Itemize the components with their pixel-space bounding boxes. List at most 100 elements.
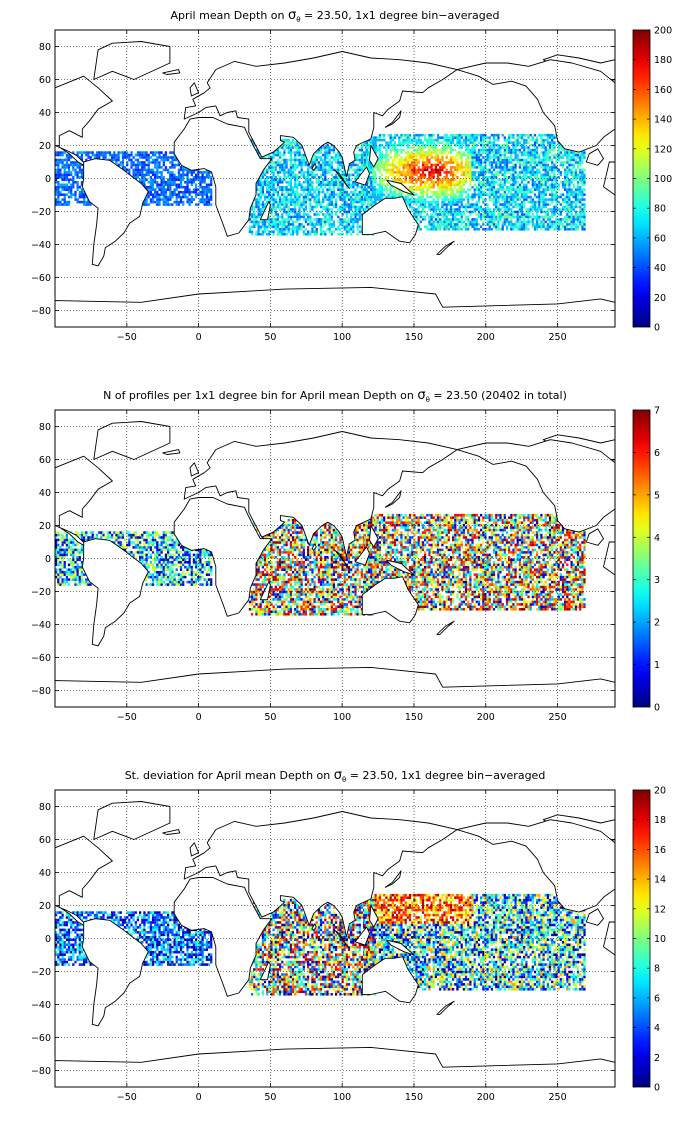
data-cell: [104, 151, 107, 154]
data-cell: [406, 171, 410, 174]
data-cell: [141, 163, 144, 167]
data-cell: [518, 171, 522, 174]
data-cell: [413, 158, 416, 162]
data-cell: [449, 218, 453, 221]
data-cell: [158, 183, 161, 187]
data-cell: [518, 148, 522, 152]
data-cell: [417, 178, 420, 182]
data-cell: [317, 168, 321, 172]
data-cell: [285, 181, 288, 184]
data-cell: [512, 136, 515, 139]
data-cell: [203, 185, 206, 189]
data-cell: [458, 193, 461, 196]
data-cell: [85, 200, 88, 204]
data-cell: [296, 233, 299, 236]
data-cell: [486, 136, 489, 139]
data-cell: [324, 171, 327, 174]
data-cell: [417, 151, 420, 154]
data-cell: [497, 173, 500, 177]
data-cell: [210, 181, 213, 184]
data-cell: [428, 153, 431, 157]
data-cell: [328, 181, 331, 184]
data-cell: [484, 190, 487, 194]
data-cell: [469, 205, 472, 209]
data-cell: [452, 203, 455, 206]
data-cell: [383, 133, 386, 137]
data-cell: [503, 218, 506, 221]
data-cell: [263, 171, 267, 174]
data-cell: [471, 193, 474, 196]
data-cell: [365, 146, 369, 149]
data-cell: [363, 156, 366, 159]
data-cell: [285, 138, 288, 142]
data-cell: [143, 173, 146, 177]
data-cell: [294, 193, 297, 196]
data-cell: [391, 171, 394, 174]
data-cell: [72, 183, 75, 187]
data-cell: [421, 176, 425, 179]
data-cell: [102, 156, 105, 159]
data-cell: [313, 190, 316, 194]
data-cell: [460, 173, 463, 177]
data-cell: [445, 215, 448, 219]
data-cell: [65, 185, 69, 189]
data-cell: [177, 178, 181, 182]
data-cell: [309, 181, 312, 184]
data-cell: [378, 143, 382, 147]
data-cell: [510, 173, 513, 177]
data-cell: [315, 178, 318, 182]
data-cell: [319, 223, 323, 226]
data-cell: [499, 181, 502, 184]
data-cell: [436, 203, 440, 206]
data-cell: [147, 181, 150, 184]
data-cell: [370, 200, 373, 204]
data-cell: [443, 178, 446, 182]
data-cell: [61, 188, 64, 191]
data-cell: [203, 190, 206, 194]
data-cell: [322, 181, 325, 184]
data-cell: [456, 198, 459, 201]
data-cell: [261, 208, 265, 211]
data-cell: [508, 148, 511, 152]
data-cell: [458, 138, 461, 142]
data-cell: [488, 210, 491, 214]
data-cell: [339, 185, 342, 189]
data-cell: [117, 163, 120, 167]
data-cell: [523, 195, 526, 199]
data-cell: [508, 133, 511, 137]
data-cell: [188, 193, 191, 196]
data-cell: [337, 156, 340, 159]
data-cell: [417, 223, 420, 226]
data-cell: [380, 181, 384, 184]
data-cell: [330, 173, 333, 177]
data-cell: [352, 205, 355, 209]
data-cell: [408, 181, 412, 184]
data-cell: [456, 158, 459, 162]
data-cell: [188, 188, 191, 191]
data-cell: [61, 161, 64, 164]
data-cell: [343, 176, 346, 179]
data-cell: [55, 153, 58, 157]
data-cell: [276, 205, 280, 209]
data-cell: [385, 143, 388, 147]
data-cell: [309, 200, 312, 204]
data-cell: [177, 171, 181, 174]
data-cell: [449, 146, 453, 149]
data-cell: [417, 210, 420, 214]
data-cell: [270, 158, 273, 162]
data-cell: [257, 181, 260, 184]
data-cell: [307, 168, 310, 172]
data-cell: [484, 185, 487, 189]
data-cell: [337, 178, 340, 182]
data-cell: [291, 138, 295, 142]
data-cell: [432, 223, 435, 226]
data-cell: [508, 166, 511, 169]
data-cell: [300, 200, 303, 204]
data-cell: [415, 213, 418, 216]
data-cell: [100, 153, 103, 157]
data-cell: [383, 178, 386, 182]
data-cell: [387, 193, 390, 196]
data-cell: [287, 173, 290, 177]
data-cell: [428, 171, 431, 174]
data-cell: [411, 141, 414, 144]
